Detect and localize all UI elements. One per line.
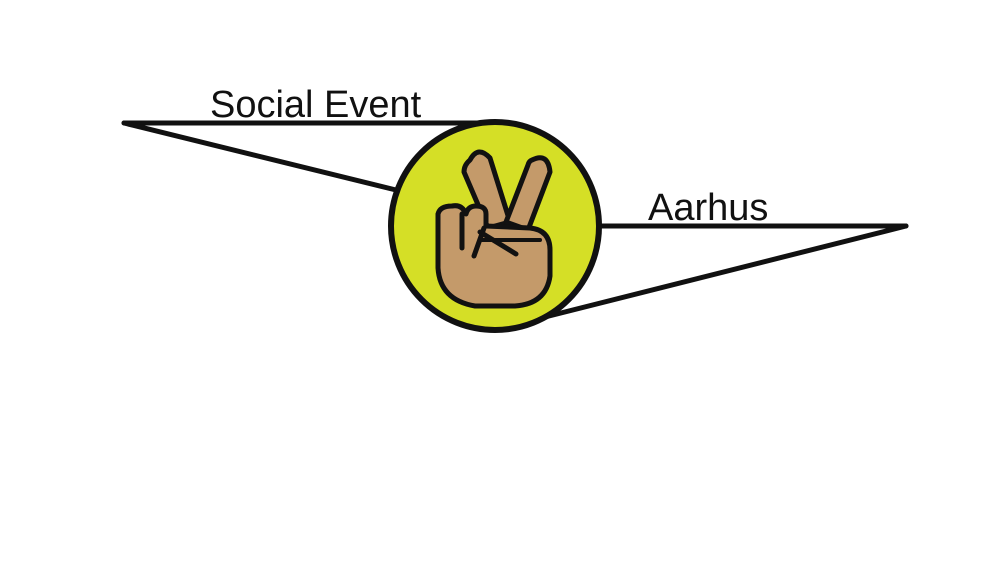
right-wing [542, 223, 909, 320]
left-wing-bottom-line [121, 120, 399, 193]
victory-hand-icon [435, 149, 553, 309]
right-wing-bottom-line [542, 223, 909, 320]
left-wing [121, 120, 495, 193]
right-label: Aarhus [648, 187, 768, 229]
left-label: Social Event [210, 84, 422, 126]
